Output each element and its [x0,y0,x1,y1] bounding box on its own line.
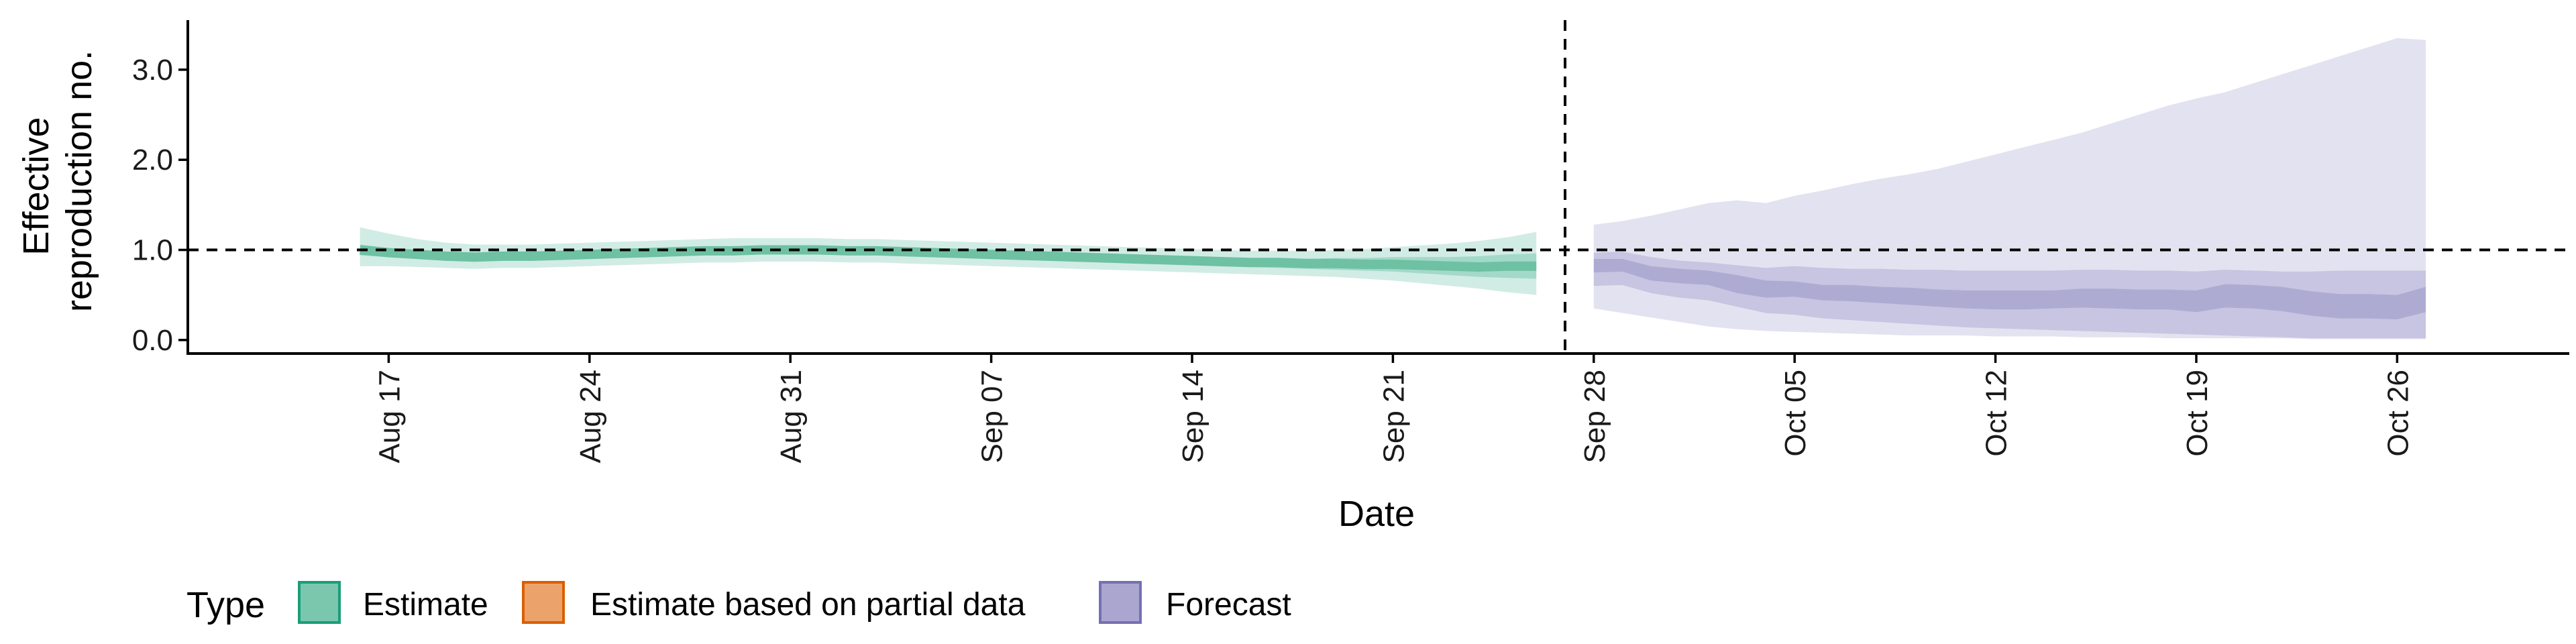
y-tick-label-2: 2.0 [132,144,173,176]
x-tick-label-4: Sep 14 [1177,370,1210,463]
legend-key-estimate [298,581,341,624]
legend-label-forecast: Forecast [1166,587,1291,623]
forecast-ci90-band [1593,38,2426,339]
x-tick-label-3: Sep 07 [976,370,1009,463]
x-tick-label-7: Oct 05 [1779,370,1812,457]
x-axis-title: Date [1338,494,1415,534]
legend-label-partial: Estimate based on partial data [590,587,1026,623]
y-axis-title: Effective reproduction no. [16,50,99,312]
legend-key-forecast [1099,581,1142,624]
y-tick-label-1: 1.0 [132,234,173,267]
axes: 0.0 1.0 2.0 3.0 Aug 17 Aug 24 Aug 31 Sep 07 Sep … [132,20,2569,463]
x-tick-label-8: Oct 12 [1980,370,2013,457]
legend: Type Estimate Estimate based on partial … [186,581,1291,625]
forecast-ci50-band [1593,259,2426,319]
x-tick-label-1: Aug 24 [574,370,607,463]
plot-area [188,20,2569,354]
y-axis-title-line-1: Effective [16,117,56,255]
forecast-inner-band [1593,252,2426,339]
x-tick-label-2: Aug 31 [775,370,808,463]
y-axis-title-line-2: reproduction no. [59,50,99,312]
x-tick-label-5: Sep 21 [1377,370,1410,463]
estimate-median-line [359,245,1537,272]
x-tick-label-10: Oct 26 [2381,370,2414,457]
legend-label-estimate: Estimate [363,587,488,623]
legend-key-partial [522,581,565,624]
y-tick-label-0: 0.0 [132,324,173,357]
x-tick-label-9: Oct 19 [2181,370,2214,457]
estimate-ci90-band [360,227,1537,295]
x-tick-label-6: Sep 28 [1578,370,1611,463]
y-tick-label-3: 3.0 [132,54,173,87]
x-tick-label-0: Aug 17 [373,370,406,463]
legend-title: Type [186,585,265,625]
